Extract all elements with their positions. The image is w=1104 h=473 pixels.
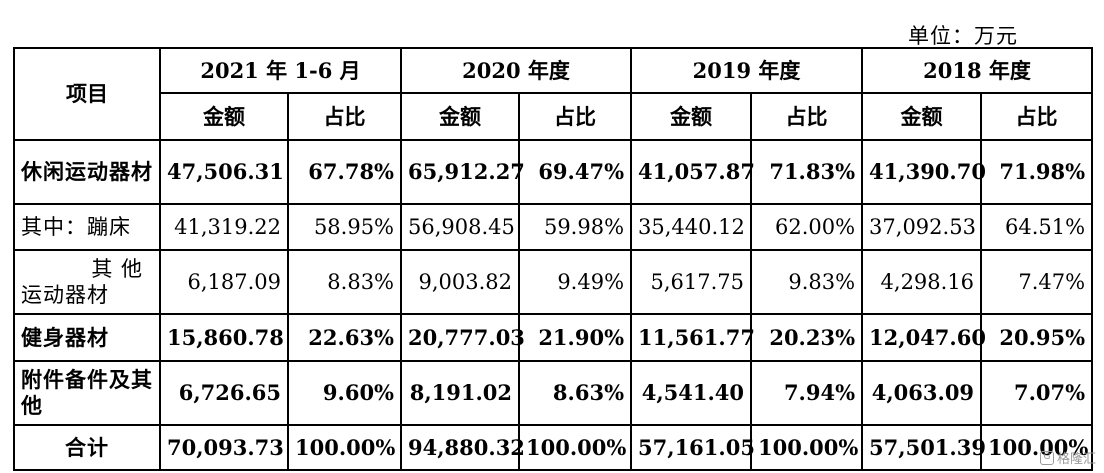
- amount-cell: 35,440.12: [630, 203, 753, 251]
- header-ratio: 占比: [286, 92, 403, 141]
- row-label: 休闲运动器材: [13, 139, 161, 205]
- ratio-cell: 7.07%: [980, 360, 1094, 426]
- amount-cell: 57,161.05: [630, 424, 755, 471]
- unit-label: 单位：万元: [908, 24, 1018, 48]
- amount-cell: 4,541.40: [630, 360, 753, 426]
- header-amount: 金额: [861, 92, 983, 141]
- amount-cell: 6,726.65: [159, 360, 289, 426]
- amount-cell: 6,187.09: [159, 249, 289, 315]
- ratio-cell: 100.00%: [286, 424, 403, 471]
- revenue-table: 项目 2021 年 1-6 月 2020 年度 2019 年度 2018 年度 …: [13, 47, 1094, 471]
- amount-cell: 8,191.02: [400, 360, 521, 426]
- ratio-cell: 22.63%: [286, 313, 403, 362]
- ratio-cell: 69.47%: [518, 139, 633, 205]
- header-ratio: 占比: [518, 92, 633, 141]
- ratio-cell: 64.51%: [980, 203, 1094, 251]
- row-label: 健身器材: [13, 313, 161, 362]
- header-period: 2021 年 1-6 月: [158, 47, 403, 94]
- ratio-cell: 20.23%: [750, 313, 864, 362]
- amount-cell: 70,093.73: [159, 424, 289, 471]
- row-label: 其 他 运动器材: [13, 249, 161, 315]
- amount-cell: 47,506.31: [159, 139, 289, 205]
- header-ratio: 占比: [750, 92, 864, 141]
- total-row: 合计 70,093.73 100.00% 94,880.32 100.00% 5…: [13, 424, 1094, 471]
- table-row: 其中：蹦床 41,319.22 58.95% 56,908.45 59.98% …: [13, 203, 1094, 251]
- watermark: G 格隆汇: [1039, 448, 1096, 467]
- ratio-cell: 71.83%: [750, 139, 864, 205]
- header-period: 2018 年度: [861, 47, 1094, 94]
- ratio-cell: 100.00%: [750, 424, 864, 471]
- amount-cell: 15,860.78: [159, 313, 289, 362]
- ratio-cell: 59.98%: [518, 203, 633, 251]
- watermark-logo-icon: G: [1039, 450, 1054, 465]
- header-ratio: 占比: [980, 92, 1094, 141]
- ratio-cell: 62.00%: [750, 203, 864, 251]
- table-row: 健身器材 15,860.78 22.63% 20,777.03 21.90% 1…: [13, 313, 1094, 362]
- ratio-cell: 67.78%: [286, 139, 403, 205]
- amount-cell: 11,561.77: [630, 313, 755, 362]
- ratio-cell: 100.00%: [518, 424, 633, 471]
- ratio-cell: 8.83%: [286, 249, 403, 315]
- ratio-cell: 9.83%: [750, 249, 864, 315]
- amount-cell: 57,501.39: [861, 424, 986, 471]
- ratio-cell: 8.63%: [518, 360, 633, 426]
- amount-cell: 12,047.60: [861, 313, 986, 362]
- header-amount: 金额: [159, 92, 289, 141]
- header-item: 项目: [13, 47, 161, 141]
- header-row-periods: 项目 2021 年 1-6 月 2020 年度 2019 年度 2018 年度: [13, 47, 1094, 141]
- row-label-line1: 其 他: [91, 257, 143, 281]
- header-row-metrics: 金额 占比 金额 占比 金额 占比 金额 占比: [14, 92, 1094, 141]
- amount-cell: 5,617.75: [630, 249, 753, 315]
- amount-cell: 65,912.27: [400, 139, 525, 205]
- watermark-text: 格隆汇: [1056, 452, 1096, 467]
- amount-cell: 94,880.32: [400, 424, 525, 471]
- amount-cell: 56,908.45: [400, 203, 521, 251]
- amount-cell: 41,319.22: [159, 203, 289, 251]
- ratio-cell: 7.47%: [980, 249, 1094, 315]
- header-amount: 金额: [630, 92, 753, 141]
- ratio-cell: 20.95%: [980, 313, 1094, 362]
- amount-cell: 4,298.16: [861, 249, 983, 315]
- amount-cell: 41,057.87: [630, 139, 755, 205]
- row-label: 其中：蹦床: [13, 203, 161, 251]
- header-period: 2019 年度: [630, 47, 864, 94]
- row-label-line2: 运动器材: [21, 283, 109, 307]
- amount-cell: 20,777.03: [400, 313, 525, 362]
- table-row: 休闲运动器材 47,506.31 67.78% 65,912.27 69.47%…: [13, 139, 1094, 205]
- amount-cell: 9,003.82: [400, 249, 521, 315]
- ratio-cell: 100.00%: [980, 424, 1094, 471]
- row-label: 合计: [13, 424, 161, 471]
- amount-cell: 41,390.70: [861, 139, 986, 205]
- table-row: 其 他 运动器材 6,187.09 8.83% 9,003.82 9.49% 5…: [13, 249, 1094, 315]
- ratio-cell: 21.90%: [518, 313, 633, 362]
- ratio-cell: 9.49%: [518, 249, 633, 315]
- header-period: 2020 年度: [400, 47, 633, 94]
- ratio-cell: 71.98%: [980, 139, 1094, 205]
- ratio-cell: 9.60%: [286, 360, 403, 426]
- header-amount: 金额: [400, 92, 521, 141]
- amount-cell: 4,063.09: [861, 360, 983, 426]
- table-row: 附件备件及其他 6,726.65 9.60% 8,191.02 8.63% 4,…: [13, 360, 1094, 426]
- ratio-cell: 7.94%: [750, 360, 864, 426]
- amount-cell: 37,092.53: [861, 203, 983, 251]
- ratio-cell: 58.95%: [286, 203, 403, 251]
- row-label: 附件备件及其他: [13, 360, 161, 426]
